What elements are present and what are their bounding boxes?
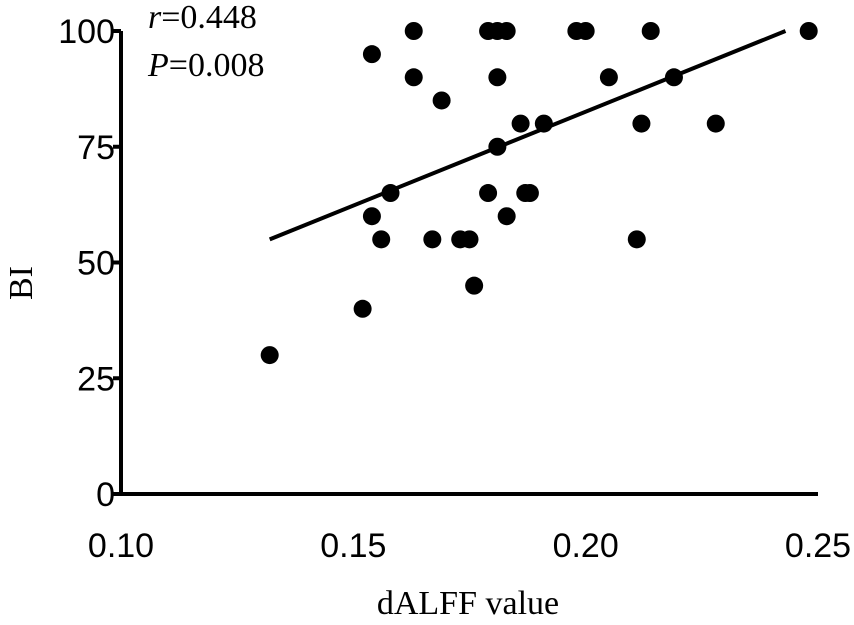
x-tick-label: 0.25 <box>785 527 851 565</box>
data-point <box>362 207 381 226</box>
regression-line <box>268 29 787 242</box>
data-point <box>353 299 372 318</box>
y-tick-label: 25 <box>77 360 115 398</box>
data-point <box>641 22 660 40</box>
data-point <box>372 230 391 249</box>
data-point <box>497 22 516 40</box>
data-point <box>627 230 646 249</box>
data-points <box>260 22 818 365</box>
data-point <box>479 184 498 203</box>
data-point <box>260 346 279 365</box>
data-point <box>599 68 618 87</box>
data-point <box>497 207 516 226</box>
y-tick-label: 75 <box>77 129 115 167</box>
y-tick-label: 0 <box>96 476 115 514</box>
y-tick-label: 100 <box>58 13 115 51</box>
y-axis-ticks: 0 25 50 75 100 <box>58 13 121 514</box>
data-point <box>511 114 530 133</box>
data-point <box>632 114 651 133</box>
data-point <box>465 276 484 295</box>
data-point <box>520 184 539 203</box>
x-tick-label: 0.20 <box>553 527 619 565</box>
data-point <box>404 68 423 87</box>
data-point <box>706 114 725 133</box>
r-symbol: r <box>148 0 162 36</box>
data-point <box>423 230 442 249</box>
correlation-annotation: r=0.448 <box>148 0 257 36</box>
data-point <box>432 91 451 110</box>
data-point <box>488 68 507 87</box>
p-value: =0.008 <box>169 47 265 84</box>
x-tick-label: 0.15 <box>320 527 386 565</box>
x-tick-label: 0.10 <box>88 527 154 565</box>
data-point <box>362 45 381 64</box>
r-value: =0.448 <box>161 0 257 36</box>
y-tick-label: 50 <box>77 245 115 283</box>
data-point <box>799 22 818 40</box>
x-axis-title: dALFF value <box>377 585 559 622</box>
p-value-annotation: P=0.008 <box>147 47 264 84</box>
y-axis-title: BI <box>3 266 40 300</box>
p-symbol: P <box>147 47 169 84</box>
x-axis-ticks: 0.10 0.15 0.20 0.25 <box>88 527 851 565</box>
data-point <box>404 22 423 40</box>
data-point <box>460 230 479 249</box>
data-point <box>576 22 595 40</box>
